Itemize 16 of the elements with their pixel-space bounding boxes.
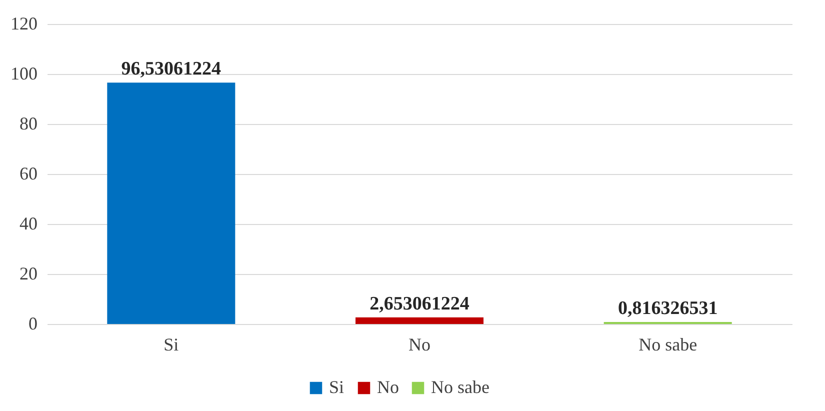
y-tick-label: 120: [10, 14, 38, 34]
data-label: 0,816326531: [618, 298, 718, 319]
data-label: 96,53061224: [121, 58, 222, 80]
y-tick-label: 80: [20, 114, 38, 134]
legend-label: Si: [329, 377, 344, 397]
x-tick-label: Si: [164, 334, 179, 354]
x-tick-label: No sabe: [638, 334, 698, 354]
y-tick-label: 20: [20, 264, 38, 284]
legend-label: No: [377, 377, 399, 397]
y-tick-label: 0: [28, 314, 38, 334]
y-tick-label: 40: [20, 214, 38, 234]
y-tick-label: 60: [20, 164, 38, 184]
y-tick-label: 100: [10, 64, 38, 84]
x-tick-label: No: [408, 334, 430, 354]
legend-label: No sabe: [431, 377, 490, 397]
data-label: 2,653061224: [370, 293, 470, 314]
